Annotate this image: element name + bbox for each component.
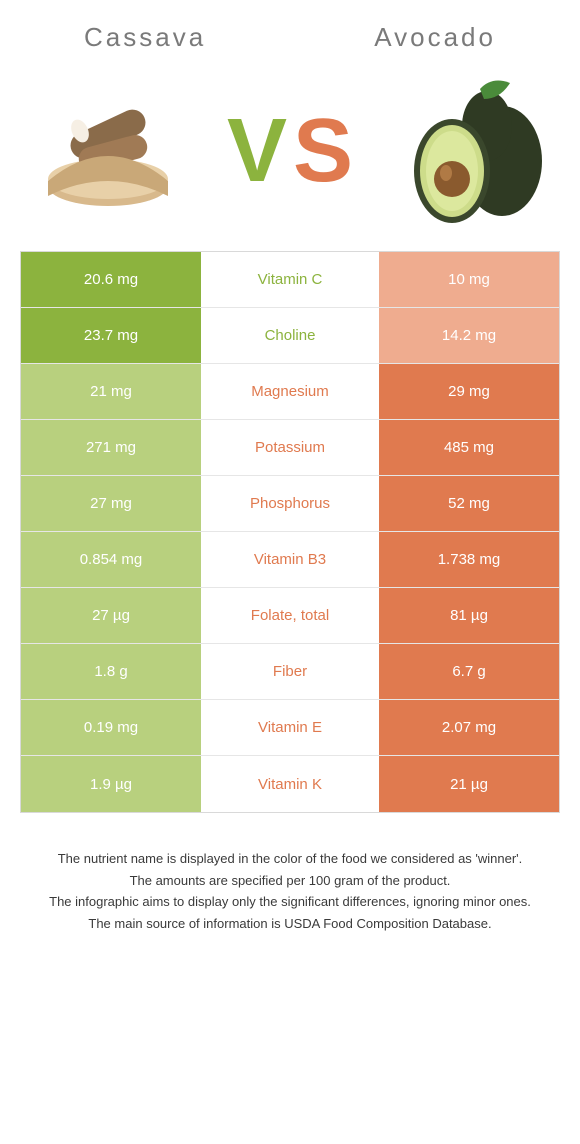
footer-line-4: The main source of information is USDA F… bbox=[30, 914, 550, 934]
table-row: 27 µgFolate, total81 µg bbox=[21, 588, 559, 644]
nutrient-name: Fiber bbox=[201, 644, 379, 699]
vs-letter-v: V bbox=[227, 106, 287, 196]
avocado-illustration bbox=[392, 71, 552, 231]
value-left: 27 µg bbox=[21, 588, 201, 643]
hero-row: V S bbox=[0, 71, 580, 251]
value-right: 485 mg bbox=[379, 420, 559, 475]
table-row: 23.7 mgCholine14.2 mg bbox=[21, 308, 559, 364]
footer-line-3: The infographic aims to display only the… bbox=[30, 892, 550, 912]
value-left: 0.854 mg bbox=[21, 532, 201, 587]
value-left: 23.7 mg bbox=[21, 308, 201, 363]
value-right: 29 mg bbox=[379, 364, 559, 419]
value-left: 27 mg bbox=[21, 476, 201, 531]
table-row: 1.8 gFiber6.7 g bbox=[21, 644, 559, 700]
value-right: 14.2 mg bbox=[379, 308, 559, 363]
value-right: 10 mg bbox=[379, 252, 559, 307]
value-left: 1.8 g bbox=[21, 644, 201, 699]
nutrient-name: Potassium bbox=[201, 420, 379, 475]
table-row: 27 mgPhosphorus52 mg bbox=[21, 476, 559, 532]
footer-line-2: The amounts are specified per 100 gram o… bbox=[30, 871, 550, 891]
value-left: 271 mg bbox=[21, 420, 201, 475]
nutrient-name: Vitamin C bbox=[201, 252, 379, 307]
value-left: 1.9 µg bbox=[21, 756, 201, 812]
food-title-left: Cassava bbox=[84, 22, 206, 53]
nutrient-name: Vitamin B3 bbox=[201, 532, 379, 587]
table-row: 21 mgMagnesium29 mg bbox=[21, 364, 559, 420]
nutrient-name: Phosphorus bbox=[201, 476, 379, 531]
footer-notes: The nutrient name is displayed in the co… bbox=[30, 849, 550, 933]
value-left: 20.6 mg bbox=[21, 252, 201, 307]
nutrient-name: Vitamin E bbox=[201, 700, 379, 755]
vs-letter-s: S bbox=[293, 106, 353, 196]
value-right: 1.738 mg bbox=[379, 532, 559, 587]
value-right: 2.07 mg bbox=[379, 700, 559, 755]
value-left: 21 mg bbox=[21, 364, 201, 419]
nutrient-table: 20.6 mgVitamin C10 mg23.7 mgCholine14.2 … bbox=[20, 251, 560, 813]
value-right: 81 µg bbox=[379, 588, 559, 643]
value-right: 21 µg bbox=[379, 756, 559, 812]
table-row: 0.19 mgVitamin E2.07 mg bbox=[21, 700, 559, 756]
nutrient-name: Choline bbox=[201, 308, 379, 363]
footer-line-1: The nutrient name is displayed in the co… bbox=[30, 849, 550, 869]
nutrient-name: Magnesium bbox=[201, 364, 379, 419]
cassava-illustration bbox=[28, 71, 188, 231]
value-right: 6.7 g bbox=[379, 644, 559, 699]
table-row: 271 mgPotassium485 mg bbox=[21, 420, 559, 476]
table-row: 0.854 mgVitamin B31.738 mg bbox=[21, 532, 559, 588]
vs-badge: V S bbox=[227, 106, 353, 196]
nutrient-name: Vitamin K bbox=[201, 756, 379, 812]
food-title-right: Avocado bbox=[374, 22, 496, 53]
value-right: 52 mg bbox=[379, 476, 559, 531]
title-row: Cassava Avocado bbox=[0, 0, 580, 71]
table-row: 20.6 mgVitamin C10 mg bbox=[21, 252, 559, 308]
value-left: 0.19 mg bbox=[21, 700, 201, 755]
nutrient-name: Folate, total bbox=[201, 588, 379, 643]
table-row: 1.9 µgVitamin K21 µg bbox=[21, 756, 559, 812]
